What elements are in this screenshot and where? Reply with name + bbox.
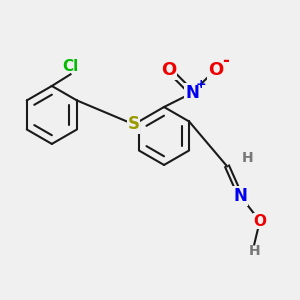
Text: H: H — [242, 152, 254, 165]
Text: O: O — [208, 61, 223, 79]
Text: +: + — [195, 78, 206, 91]
Text: S: S — [128, 115, 140, 133]
Text: N: N — [185, 84, 199, 102]
Text: -: - — [222, 52, 229, 70]
Text: Cl: Cl — [62, 59, 79, 74]
Text: O: O — [253, 214, 266, 229]
Text: N: N — [233, 187, 247, 205]
Text: H: H — [248, 244, 260, 258]
Text: O: O — [161, 61, 176, 79]
